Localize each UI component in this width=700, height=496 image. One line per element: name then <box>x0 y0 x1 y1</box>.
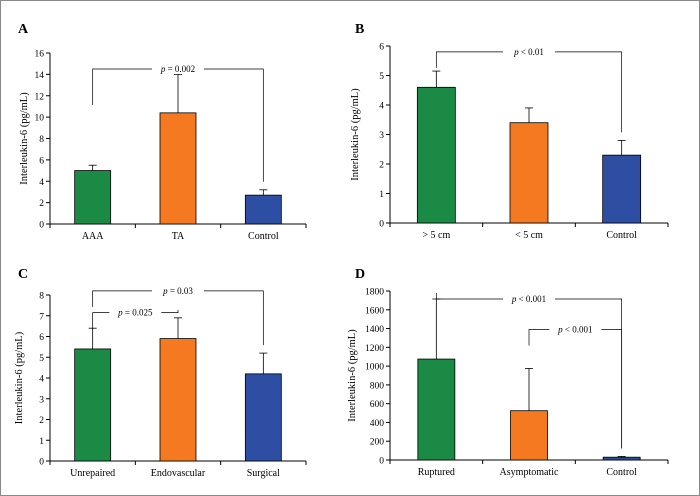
category-label: TA <box>172 231 185 242</box>
y-tick-label: 1 <box>379 190 384 200</box>
y-tick-label: 3 <box>379 131 384 141</box>
panel-letter: B <box>355 22 364 37</box>
p-value-label: p < 0.001 <box>557 324 592 334</box>
y-axis-title: Interleukin-6 (pg/mL) <box>347 329 358 422</box>
y-tick-label: 3 <box>39 395 44 405</box>
y-tick-label: 1000 <box>365 363 384 373</box>
category-label: AAA <box>82 231 104 242</box>
y-tick-label: 14 <box>35 71 45 81</box>
bar-5-cm <box>416 86 456 224</box>
y-axis-title: Interleukin-6 (pg/mL) <box>14 331 25 424</box>
category-label: > 5 cm <box>422 230 450 241</box>
panel-letter: C <box>18 267 28 282</box>
chart-panel-c: C Interleukin-6 (pg/mL) 0 1 2 3 4 5 6 7 8 Unrepaire… <box>14 267 307 479</box>
p-symbol: p <box>117 308 123 318</box>
category-label: Ruptured <box>418 467 455 478</box>
bar-control <box>602 154 642 224</box>
y-axis-title: Interleukin-6 (pg/mL) <box>19 92 30 185</box>
y-tick-label: 2 <box>39 416 44 426</box>
y-tick-label: 7 <box>39 312 44 322</box>
p-symbol: p <box>513 47 519 57</box>
y-tick-label: 6 <box>39 156 44 166</box>
bar-asymptomatic <box>510 410 548 461</box>
y-tick-label: 6 <box>379 43 384 53</box>
p-symbol: p <box>162 286 168 296</box>
y-tick-label: 5 <box>379 72 384 82</box>
y-tick-label: 800 <box>370 381 385 391</box>
y-tick-label: 2 <box>39 199 44 209</box>
chart-panel-a: A Interleukin-6 (pg/mL) 0 2 4 6 8 10 12 14 16 AAA TA… <box>18 22 307 242</box>
y-tick-label: 8 <box>39 292 44 302</box>
bracket-label-bg <box>152 64 204 75</box>
bracket-label-bg <box>152 285 204 296</box>
p-value-label: p < 0.01 <box>513 47 544 57</box>
y-tick-label: 5 <box>39 354 44 364</box>
panel-letter: A <box>18 22 29 37</box>
p-value-label: p = 0.025 <box>117 308 153 318</box>
y-tick-label: 10 <box>35 114 45 124</box>
category-label: Endovascular <box>151 468 206 479</box>
p-symbol: p <box>557 324 563 334</box>
bracket-label-bg <box>549 324 602 335</box>
bar-ruptured <box>417 358 456 461</box>
y-tick-label: 0 <box>39 458 44 468</box>
panel-letter: D <box>355 267 365 282</box>
bar-control <box>244 194 282 225</box>
p-value-text: < 0.01 <box>519 47 544 57</box>
y-tick-label: 200 <box>370 438 385 448</box>
bracket-label-bg <box>109 307 162 318</box>
y-tick-label: 4 <box>39 375 44 385</box>
y-tick-label: 1200 <box>365 344 384 354</box>
y-tick-label: 12 <box>35 92 45 102</box>
y-tick-label: 2 <box>379 161 384 171</box>
y-tick-label: 1800 <box>365 288 384 298</box>
y-tick-label: 0 <box>379 220 384 230</box>
y-axis-title: Interleukin-6 (pg/mL) <box>350 88 361 181</box>
p-value-text: = 0.002 <box>165 64 195 74</box>
y-tick-label: 4 <box>39 178 44 188</box>
y-tick-label: 8 <box>39 135 44 145</box>
bracket-label-bg <box>503 293 555 304</box>
category-label: Unrepaired <box>70 468 115 479</box>
bracket-label-bg <box>503 46 555 57</box>
bar-aaa <box>74 170 112 225</box>
y-tick-label: 1400 <box>365 325 384 335</box>
y-tick-label: 400 <box>370 419 385 429</box>
y-tick-label: 4 <box>379 102 384 112</box>
category-label: < 5 cm <box>515 230 543 241</box>
category-label: Control <box>606 230 637 241</box>
p-value-text: = 0.03 <box>168 286 194 296</box>
y-tick-label: 600 <box>370 400 385 410</box>
p-value-label: p = 0.002 <box>160 64 195 74</box>
bar-ta <box>159 112 197 225</box>
category-label: Surgical <box>247 468 280 479</box>
p-value-text: = 0.025 <box>123 308 153 318</box>
y-tick-label: 1600 <box>365 306 384 316</box>
chart-panel-b: B Interleukin-6 (pg/mL) 0 1 2 3 4 5 6 > 5 cm < 5 c… <box>350 22 669 241</box>
chart-panel-d: D Interleukin-6 (pg/mL) 0 200 400 600 800 1000 1… <box>347 267 669 478</box>
y-tick-label: 16 <box>35 50 45 60</box>
p-value-label: p < 0.001 <box>511 294 546 304</box>
p-value-text: < 0.001 <box>563 324 593 334</box>
y-tick-label: 1 <box>39 437 44 447</box>
category-label: Control <box>606 467 637 478</box>
p-value-text: < 0.001 <box>516 294 546 304</box>
category-label: Asymptomatic <box>500 467 559 478</box>
p-value-label: p = 0.03 <box>162 286 193 296</box>
bar-unrepaired <box>74 348 112 462</box>
p-symbol: p <box>511 294 517 304</box>
y-tick-label: 6 <box>39 333 44 343</box>
y-tick-label: 0 <box>379 457 384 467</box>
category-label: Control <box>248 231 279 242</box>
bar-5-cm <box>509 122 549 224</box>
bar-surgical <box>244 373 282 462</box>
y-tick-label: 0 <box>39 221 44 231</box>
bar-control <box>602 456 641 461</box>
p-symbol: p <box>160 64 166 74</box>
bar-endovascular <box>159 338 197 462</box>
